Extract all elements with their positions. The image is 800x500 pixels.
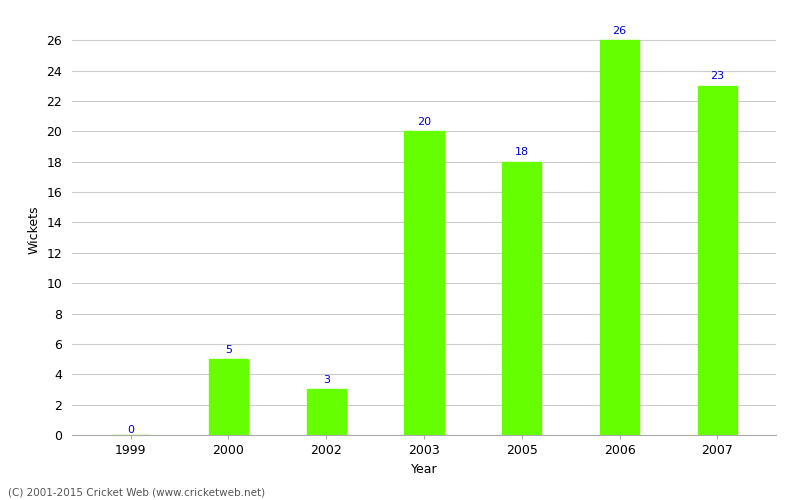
Bar [600, 40, 639, 435]
Text: 5: 5 [225, 344, 232, 354]
Text: (C) 2001-2015 Cricket Web (www.cricketweb.net): (C) 2001-2015 Cricket Web (www.cricketwe… [8, 488, 265, 498]
Bar [698, 86, 737, 435]
Text: 0: 0 [127, 425, 134, 435]
Y-axis label: Wickets: Wickets [28, 206, 41, 254]
Text: 26: 26 [613, 26, 626, 36]
Text: 3: 3 [322, 375, 330, 385]
Bar [209, 359, 248, 435]
Text: 20: 20 [417, 116, 431, 126]
X-axis label: Year: Year [410, 462, 438, 475]
Bar [306, 390, 346, 435]
Text: 18: 18 [514, 147, 529, 157]
Text: 23: 23 [710, 71, 724, 81]
Bar [405, 132, 443, 435]
Bar [502, 162, 542, 435]
